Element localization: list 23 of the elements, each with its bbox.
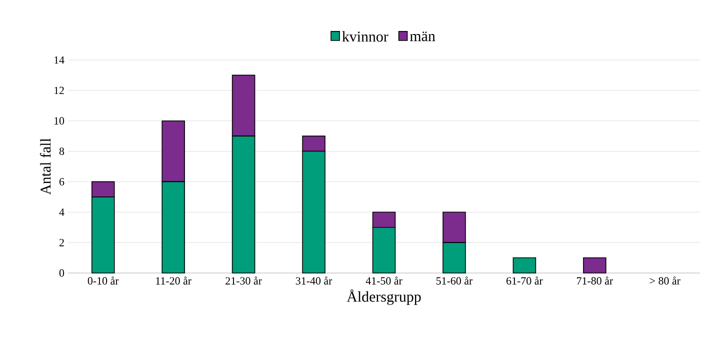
x-tick-label: 51-60 år: [436, 276, 473, 285]
x-tick-label: 31-40 år: [296, 276, 332, 285]
x-tick-label: 0-10 år: [88, 276, 119, 285]
y-tick-label: 8: [59, 148, 64, 155]
x-tick-label: 21-30 år: [226, 276, 262, 285]
x-tick-label: 41-50 år: [366, 276, 402, 285]
legend-label: män: [410, 32, 436, 42]
x-tick-label: 61-70 år: [506, 276, 543, 285]
x-axis-title: Åldersgrupp: [346, 289, 421, 305]
y-tick-label: 14: [54, 56, 64, 64]
y-tick-label: 0: [59, 269, 64, 277]
x-tick-label: 11-20 år: [156, 276, 192, 285]
bar: [512, 257, 536, 274]
y-tick-label: 4: [59, 208, 64, 216]
x-tick-label: > 80 år: [650, 276, 680, 285]
y-tick-label: 6: [59, 178, 64, 186]
y-axis-title: Antal fall: [40, 138, 51, 195]
bar: [583, 257, 606, 274]
x-tick-label: 71-80 år: [576, 276, 613, 285]
legend-label: kvinnor: [342, 31, 388, 42]
y-tick-label: 2: [59, 238, 64, 246]
y-tick-label: 10: [54, 117, 64, 125]
y-tick-label: 12: [54, 86, 64, 94]
